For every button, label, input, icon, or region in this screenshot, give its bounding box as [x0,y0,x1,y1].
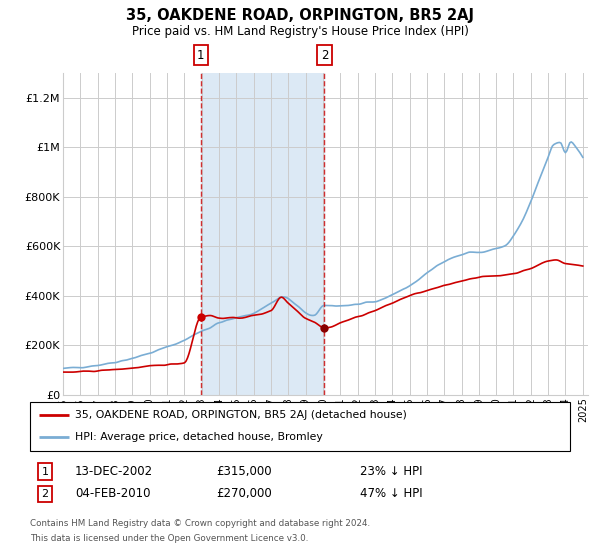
Text: 35, OAKDENE ROAD, ORPINGTON, BR5 2AJ: 35, OAKDENE ROAD, ORPINGTON, BR5 2AJ [126,8,474,24]
Text: £315,000: £315,000 [216,465,272,478]
Text: 1: 1 [197,49,205,62]
Text: 47% ↓ HPI: 47% ↓ HPI [360,487,422,501]
Text: This data is licensed under the Open Government Licence v3.0.: This data is licensed under the Open Gov… [30,534,308,543]
Text: HPI: Average price, detached house, Bromley: HPI: Average price, detached house, Brom… [75,432,323,442]
Bar [201,73,325,395]
Text: 2: 2 [41,489,49,499]
Text: 1: 1 [41,466,49,477]
Text: 13-DEC-2002: 13-DEC-2002 [75,465,153,478]
Text: Contains HM Land Registry data © Crown copyright and database right 2024.: Contains HM Land Registry data © Crown c… [30,519,370,528]
Text: Price paid vs. HM Land Registry's House Price Index (HPI): Price paid vs. HM Land Registry's House … [131,25,469,38]
Text: 04-FEB-2010: 04-FEB-2010 [75,487,151,501]
Text: 2: 2 [321,49,328,62]
Text: 35, OAKDENE ROAD, ORPINGTON, BR5 2AJ (detached house): 35, OAKDENE ROAD, ORPINGTON, BR5 2AJ (de… [75,410,407,420]
Text: £270,000: £270,000 [216,487,272,501]
Text: 23% ↓ HPI: 23% ↓ HPI [360,465,422,478]
